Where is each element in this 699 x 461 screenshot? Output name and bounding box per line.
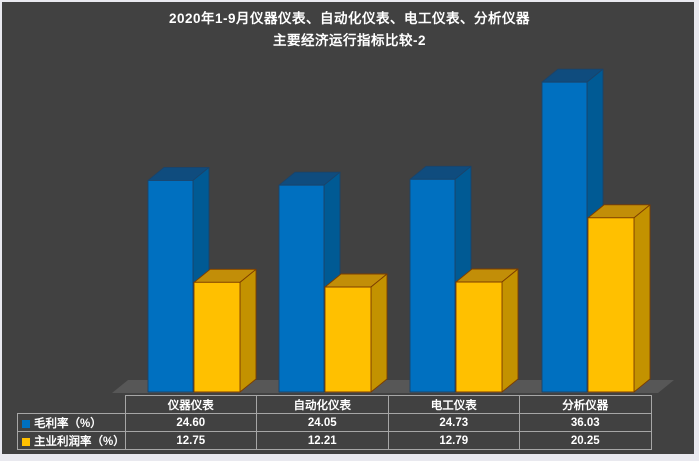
chart-title-line2: 主要经济运行指标比较-2 bbox=[272, 32, 426, 48]
series-label: 主业利润率（%） bbox=[34, 435, 125, 448]
value-cell: 12.21 bbox=[255, 431, 389, 450]
value-cell: 12.75 bbox=[124, 431, 257, 450]
value-cell: 24.05 bbox=[255, 413, 389, 432]
value-cell: 20.25 bbox=[518, 431, 652, 450]
series-label: 毛利率（%） bbox=[34, 417, 102, 430]
value-cell: 24.73 bbox=[387, 413, 520, 432]
category-header: 分析仪器 bbox=[518, 395, 652, 414]
chart-title: 2020年1-9月仪器仪表、自动化仪表、电工仪表、分析仪器 主要经济运行指标比较… bbox=[0, 8, 699, 51]
table-row-gross-margin: 毛利率（%） 24.60 24.05 24.73 36.03 bbox=[17, 413, 652, 432]
chart-panel bbox=[2, 2, 694, 454]
category-header: 电工仪表 bbox=[387, 395, 520, 414]
value-cell: 12.79 bbox=[387, 431, 520, 450]
series-legend-cell: 主业利润率（%） bbox=[17, 431, 126, 450]
table-corner-cell bbox=[18, 396, 126, 414]
legend-swatch-blue-icon bbox=[22, 419, 30, 428]
series-legend-cell: 毛利率（%） bbox=[17, 413, 126, 432]
category-header: 自动化仪表 bbox=[255, 395, 389, 414]
legend-swatch-orange-icon bbox=[22, 437, 30, 446]
value-cell: 36.03 bbox=[518, 413, 652, 432]
category-header: 仪器仪表 bbox=[124, 395, 257, 414]
table-header-row: 仪器仪表 自动化仪表 电工仪表 分析仪器 bbox=[18, 395, 652, 414]
data-table: 仪器仪表 自动化仪表 电工仪表 分析仪器 毛利率（%） 24.60 24.05 … bbox=[17, 395, 652, 450]
chart-title-line1: 2020年1-9月仪器仪表、自动化仪表、电工仪表、分析仪器 bbox=[168, 11, 531, 26]
value-cell: 24.60 bbox=[124, 413, 257, 432]
table-row-main-profit-rate: 主业利润率（%） 12.75 12.21 12.79 20.25 bbox=[17, 431, 652, 450]
